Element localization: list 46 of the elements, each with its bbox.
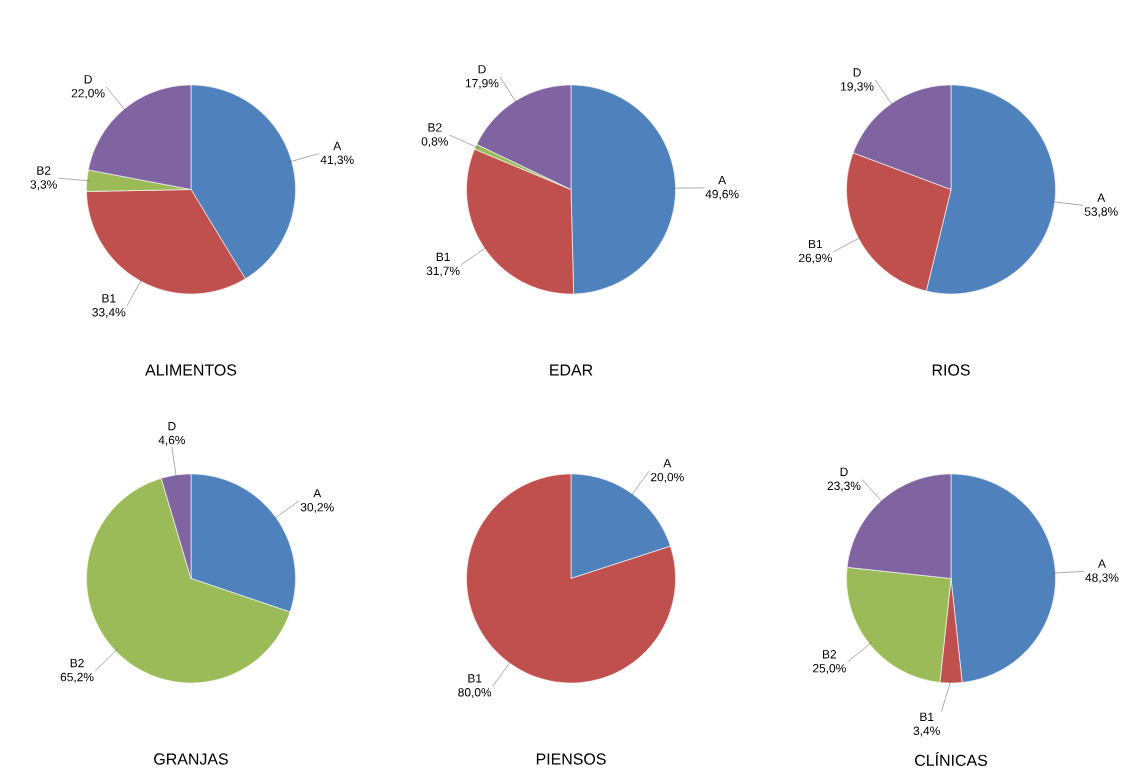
slice-label: B2 [823,650,837,659]
text: CLÍNICAS [915,752,988,766]
slice-label: B1 [468,674,482,683]
slice-label: A [718,175,727,185]
slice-label: A [663,459,672,468]
slice-label: B1 [436,252,450,261]
data-label: 22,0% [71,88,105,99]
data-label: 80,0% [458,688,492,698]
slice-label: B2 [37,166,51,175]
slice-label: D [478,65,486,74]
slice-label: D [840,467,848,476]
data-label: 0,8% [421,137,448,148]
data-label: 4,6% [158,435,186,446]
data-label: 31,7% [426,266,460,277]
data-label: 20,0% [650,472,684,483]
slice-label: B1 [102,294,116,303]
data-label: 41,3% [320,155,354,166]
data-label: 19,3% [841,82,874,93]
slice-label: A [1098,559,1106,568]
text: GRANJAS [154,753,228,765]
data-label: 48,3% [1085,573,1119,584]
slice-label: B2 [70,658,84,668]
data-label: 26,9% [798,253,832,264]
text: EDAR [550,364,593,376]
data-label: 53,8% [1084,207,1118,218]
slice-label: D [168,421,176,431]
text: PIENSOS [536,753,606,765]
data-label: 65,2% [60,672,94,683]
slice-label: A [313,489,322,498]
data-label: 3,3% [30,180,57,191]
slice-label: B1 [809,239,823,249]
data-label: 49,6% [705,189,739,200]
text: RIOS [932,364,970,376]
slice-label: B2 [428,123,442,132]
data-label: 33,4% [92,308,126,318]
data-label: 3,4% [913,726,940,737]
slice-label: B1 [920,712,934,721]
slice-label: D [853,68,861,77]
data-label: 25,0% [812,664,846,674]
data-label: 17,9% [465,78,499,89]
slice-label: D [84,75,92,84]
data-label: 30,2% [300,502,334,513]
data-label: 23,3% [827,481,861,492]
text: ALIMENTOS [145,364,237,376]
slice-label: A [1097,193,1106,202]
slice-label: A [333,141,342,150]
